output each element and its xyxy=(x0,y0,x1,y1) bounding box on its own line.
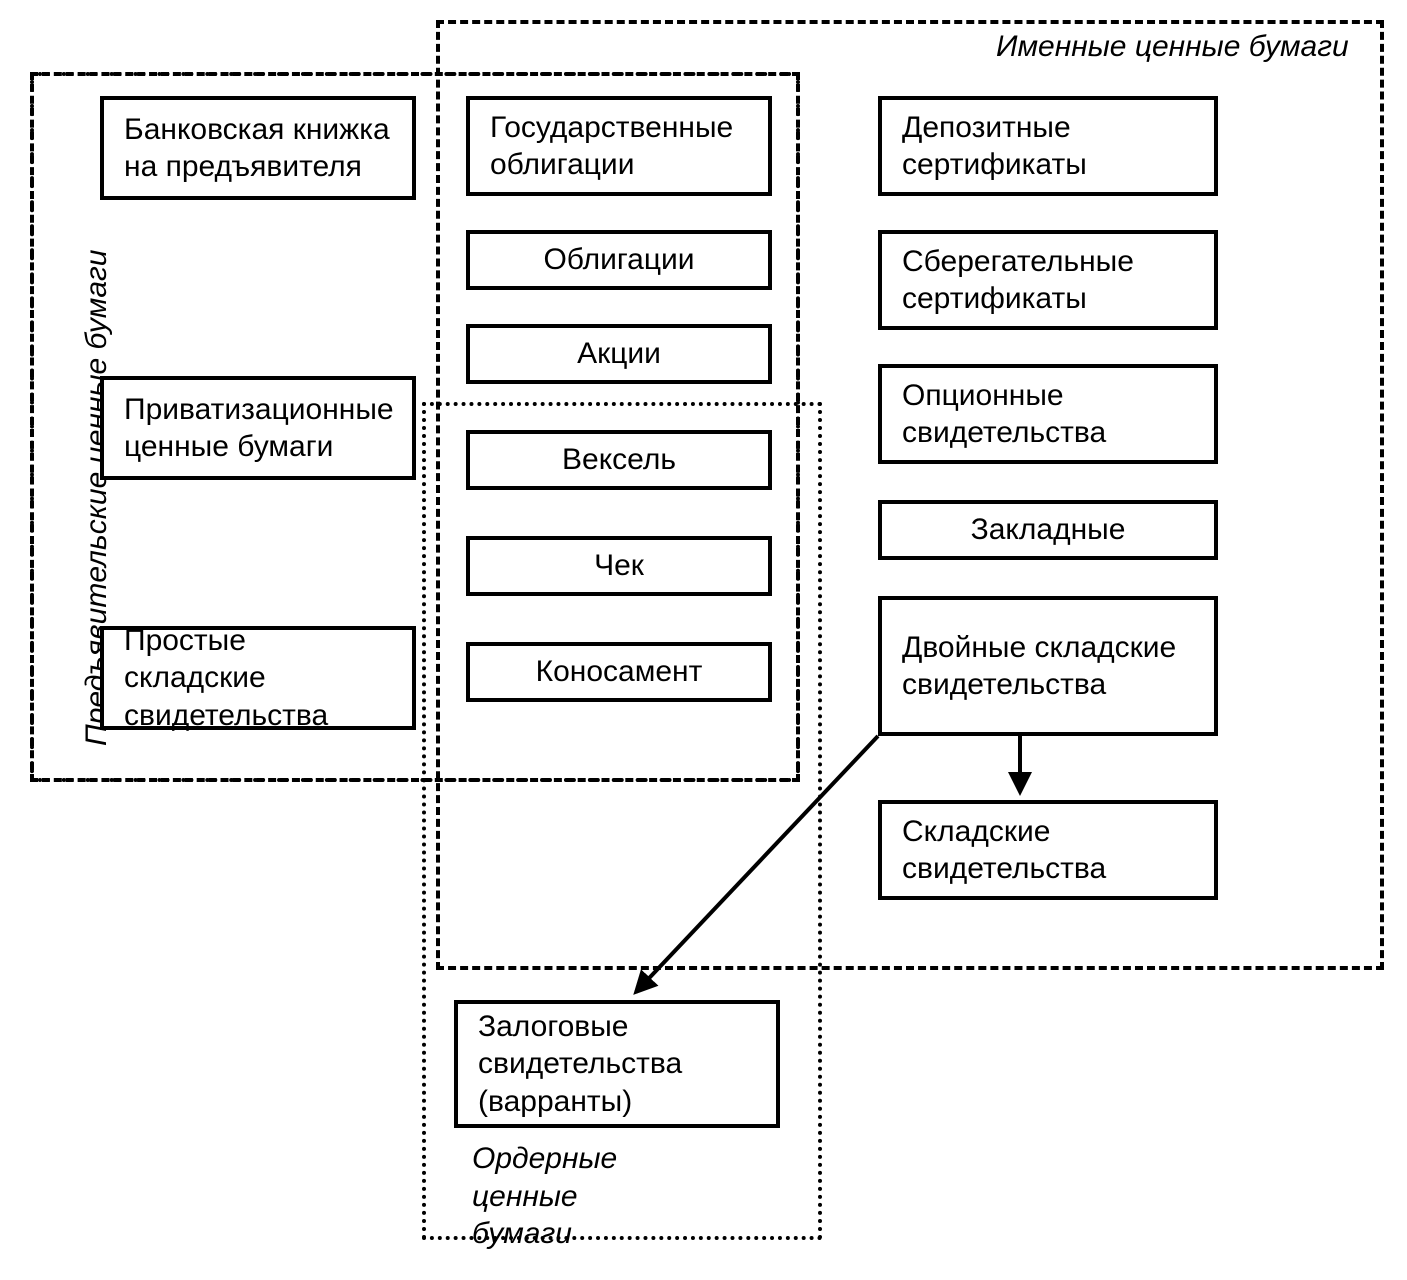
box-mortgages: Закладные xyxy=(878,500,1218,560)
box-deposit-cert: Депозитные сертификаты xyxy=(878,96,1218,196)
box-gov-bonds: Государственные облигации xyxy=(466,96,772,196)
box-simple-warehouse: Простые складские свидетельства xyxy=(100,626,416,730)
label-named: Именные ценные бумаги xyxy=(990,28,1355,66)
box-pledge-cert: Залоговые свидетельства (варранты) xyxy=(454,1000,780,1128)
box-double-warehouse: Двойные складские свидетельства xyxy=(878,596,1218,736)
diagram-stage: Именные ценные бумаги Предъявительские ц… xyxy=(0,0,1407,1280)
box-bill: Вексель xyxy=(466,430,772,490)
box-bill-of-lading: Коносамент xyxy=(466,642,772,702)
label-order: Ордерные ценные бумаги xyxy=(466,1140,623,1253)
label-order-line1: Ордерные xyxy=(472,1142,617,1175)
box-bonds: Облигации xyxy=(466,230,772,290)
box-savings-cert: Сберегательные сертификаты xyxy=(878,230,1218,330)
label-order-line2: ценные xyxy=(472,1180,578,1213)
box-option-cert: Опционные свидетельства xyxy=(878,364,1218,464)
box-shares: Акции xyxy=(466,324,772,384)
label-order-line3: бумаги xyxy=(472,1217,572,1250)
box-bank-book: Банковская книжка на предъявителя xyxy=(100,96,416,200)
box-privatization: Приватизационные ценные бумаги xyxy=(100,376,416,480)
box-warehouse-cert: Складские свидетельства xyxy=(878,800,1218,900)
box-cheque: Чек xyxy=(466,536,772,596)
